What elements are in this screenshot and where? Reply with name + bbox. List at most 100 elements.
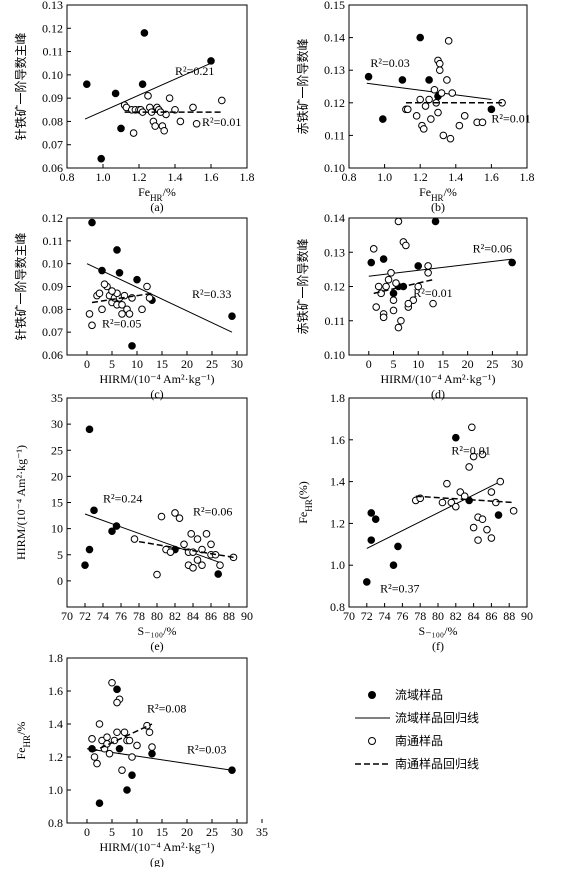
data-point xyxy=(118,300,126,309)
label-part: HR xyxy=(22,735,32,748)
panel-caption: (f) xyxy=(432,639,444,653)
panel-caption: (b) xyxy=(431,200,445,214)
data-point xyxy=(153,570,161,579)
x-axis-label: S₋₁₀₀/% xyxy=(138,624,177,638)
y-tick-label: 0.06 xyxy=(42,161,63,175)
x-tick-label: 20 xyxy=(181,825,193,839)
data-point xyxy=(90,753,99,761)
data-point xyxy=(416,33,425,42)
regression-line xyxy=(91,292,153,304)
data-point xyxy=(452,502,460,511)
data-point xyxy=(165,94,174,102)
data-point xyxy=(118,766,126,775)
data-point xyxy=(402,241,410,250)
data-point xyxy=(81,561,89,570)
data-point xyxy=(175,514,184,522)
y-tick-label: 25 xyxy=(51,443,63,457)
x-tick-label: 80 xyxy=(151,609,163,623)
plot-frame xyxy=(66,4,248,169)
data-point xyxy=(443,76,451,84)
panel-caption: (e) xyxy=(150,639,163,653)
data-point xyxy=(416,95,425,104)
legend-label: 流域样品 xyxy=(395,687,443,702)
data-point xyxy=(145,728,154,737)
data-point xyxy=(138,80,147,88)
y-tick-label: 1.0 xyxy=(48,783,63,797)
panel-caption: (g) xyxy=(150,855,164,867)
x-tick-label: 88 xyxy=(223,609,235,623)
x-tick-label: 5 xyxy=(391,357,397,371)
y-tick-label: 0.14 xyxy=(324,31,345,45)
data-point xyxy=(424,262,432,270)
data-point xyxy=(83,80,91,88)
y-tick-label: 0.12 xyxy=(324,96,345,110)
data-point xyxy=(437,89,446,97)
x-tick-label: 1.4 xyxy=(448,170,463,184)
legend-label: 南通样品回归线 xyxy=(395,756,479,771)
y-tick-label: 15 xyxy=(51,496,63,510)
r-squared-label: R²=0.37 xyxy=(380,581,419,595)
data-point xyxy=(434,108,442,117)
x-tick-label: 30 xyxy=(231,825,243,839)
data-point xyxy=(103,733,111,742)
data-point xyxy=(427,115,435,123)
y-tick-label: 20 xyxy=(51,469,63,483)
data-point xyxy=(111,89,120,98)
data-point xyxy=(452,433,460,442)
data-point xyxy=(148,743,156,751)
label-part: /% xyxy=(14,722,28,735)
data-point xyxy=(166,548,175,556)
data-point xyxy=(496,477,505,486)
data-point xyxy=(151,122,159,130)
data-point xyxy=(95,799,104,808)
data-point xyxy=(133,275,141,284)
data-point xyxy=(379,313,388,322)
data-point xyxy=(100,280,109,289)
data-point xyxy=(508,258,516,267)
data-point xyxy=(435,66,444,74)
y-tick-label: 0.13 xyxy=(324,245,345,259)
x-tick-label: 0 xyxy=(84,357,90,371)
x-tick-label: 76 xyxy=(115,609,127,623)
x-tick-label: 0 xyxy=(84,825,90,839)
x-tick-label: 1.0 xyxy=(377,170,392,184)
y-tick-label: 0.07 xyxy=(42,325,63,339)
data-point xyxy=(198,561,206,570)
data-point xyxy=(144,92,152,100)
data-point xyxy=(180,540,188,549)
y-axis-label: 赤铁矿一阶导数峰 xyxy=(295,238,310,334)
data-point xyxy=(438,498,447,507)
panel: 0 5 10 15 20 25 30 0.10 0.11 0.12 0.13 0.14 HIRM/(10… xyxy=(295,211,528,401)
data-point xyxy=(425,76,433,84)
x-tick-label: 90 xyxy=(521,609,533,623)
data-point xyxy=(128,294,136,302)
label-part: Fe xyxy=(14,747,28,759)
data-point xyxy=(113,685,121,694)
data-point xyxy=(95,720,104,728)
data-point xyxy=(218,96,226,105)
x-axis-label: FeHR/% xyxy=(419,185,457,203)
x-tick-label: 1.6 xyxy=(204,170,219,184)
data-point xyxy=(207,540,215,549)
data-point xyxy=(389,306,398,315)
x-tick-label: 1.8 xyxy=(240,170,255,184)
panel-caption: (a) xyxy=(150,200,163,214)
data-point xyxy=(192,119,201,128)
label-part: Fe xyxy=(296,512,310,524)
legend-label: 南通样品 xyxy=(395,733,443,748)
data-point xyxy=(113,246,121,254)
regression-line xyxy=(84,513,221,564)
panel-caption: (d) xyxy=(431,387,445,401)
label-part: /% xyxy=(444,185,457,199)
y-axis-label: FeHR/% xyxy=(14,722,32,760)
x-axis-label: FeHR/% xyxy=(138,185,176,203)
data-point xyxy=(128,771,136,779)
x-tick-label: 90 xyxy=(241,609,253,623)
y-tick-label: 0.11 xyxy=(42,234,63,248)
data-point xyxy=(478,118,487,127)
data-point xyxy=(108,678,116,687)
data-point xyxy=(97,154,105,163)
data-point xyxy=(93,759,101,768)
data-point xyxy=(148,749,156,758)
plot-frame xyxy=(66,657,248,824)
